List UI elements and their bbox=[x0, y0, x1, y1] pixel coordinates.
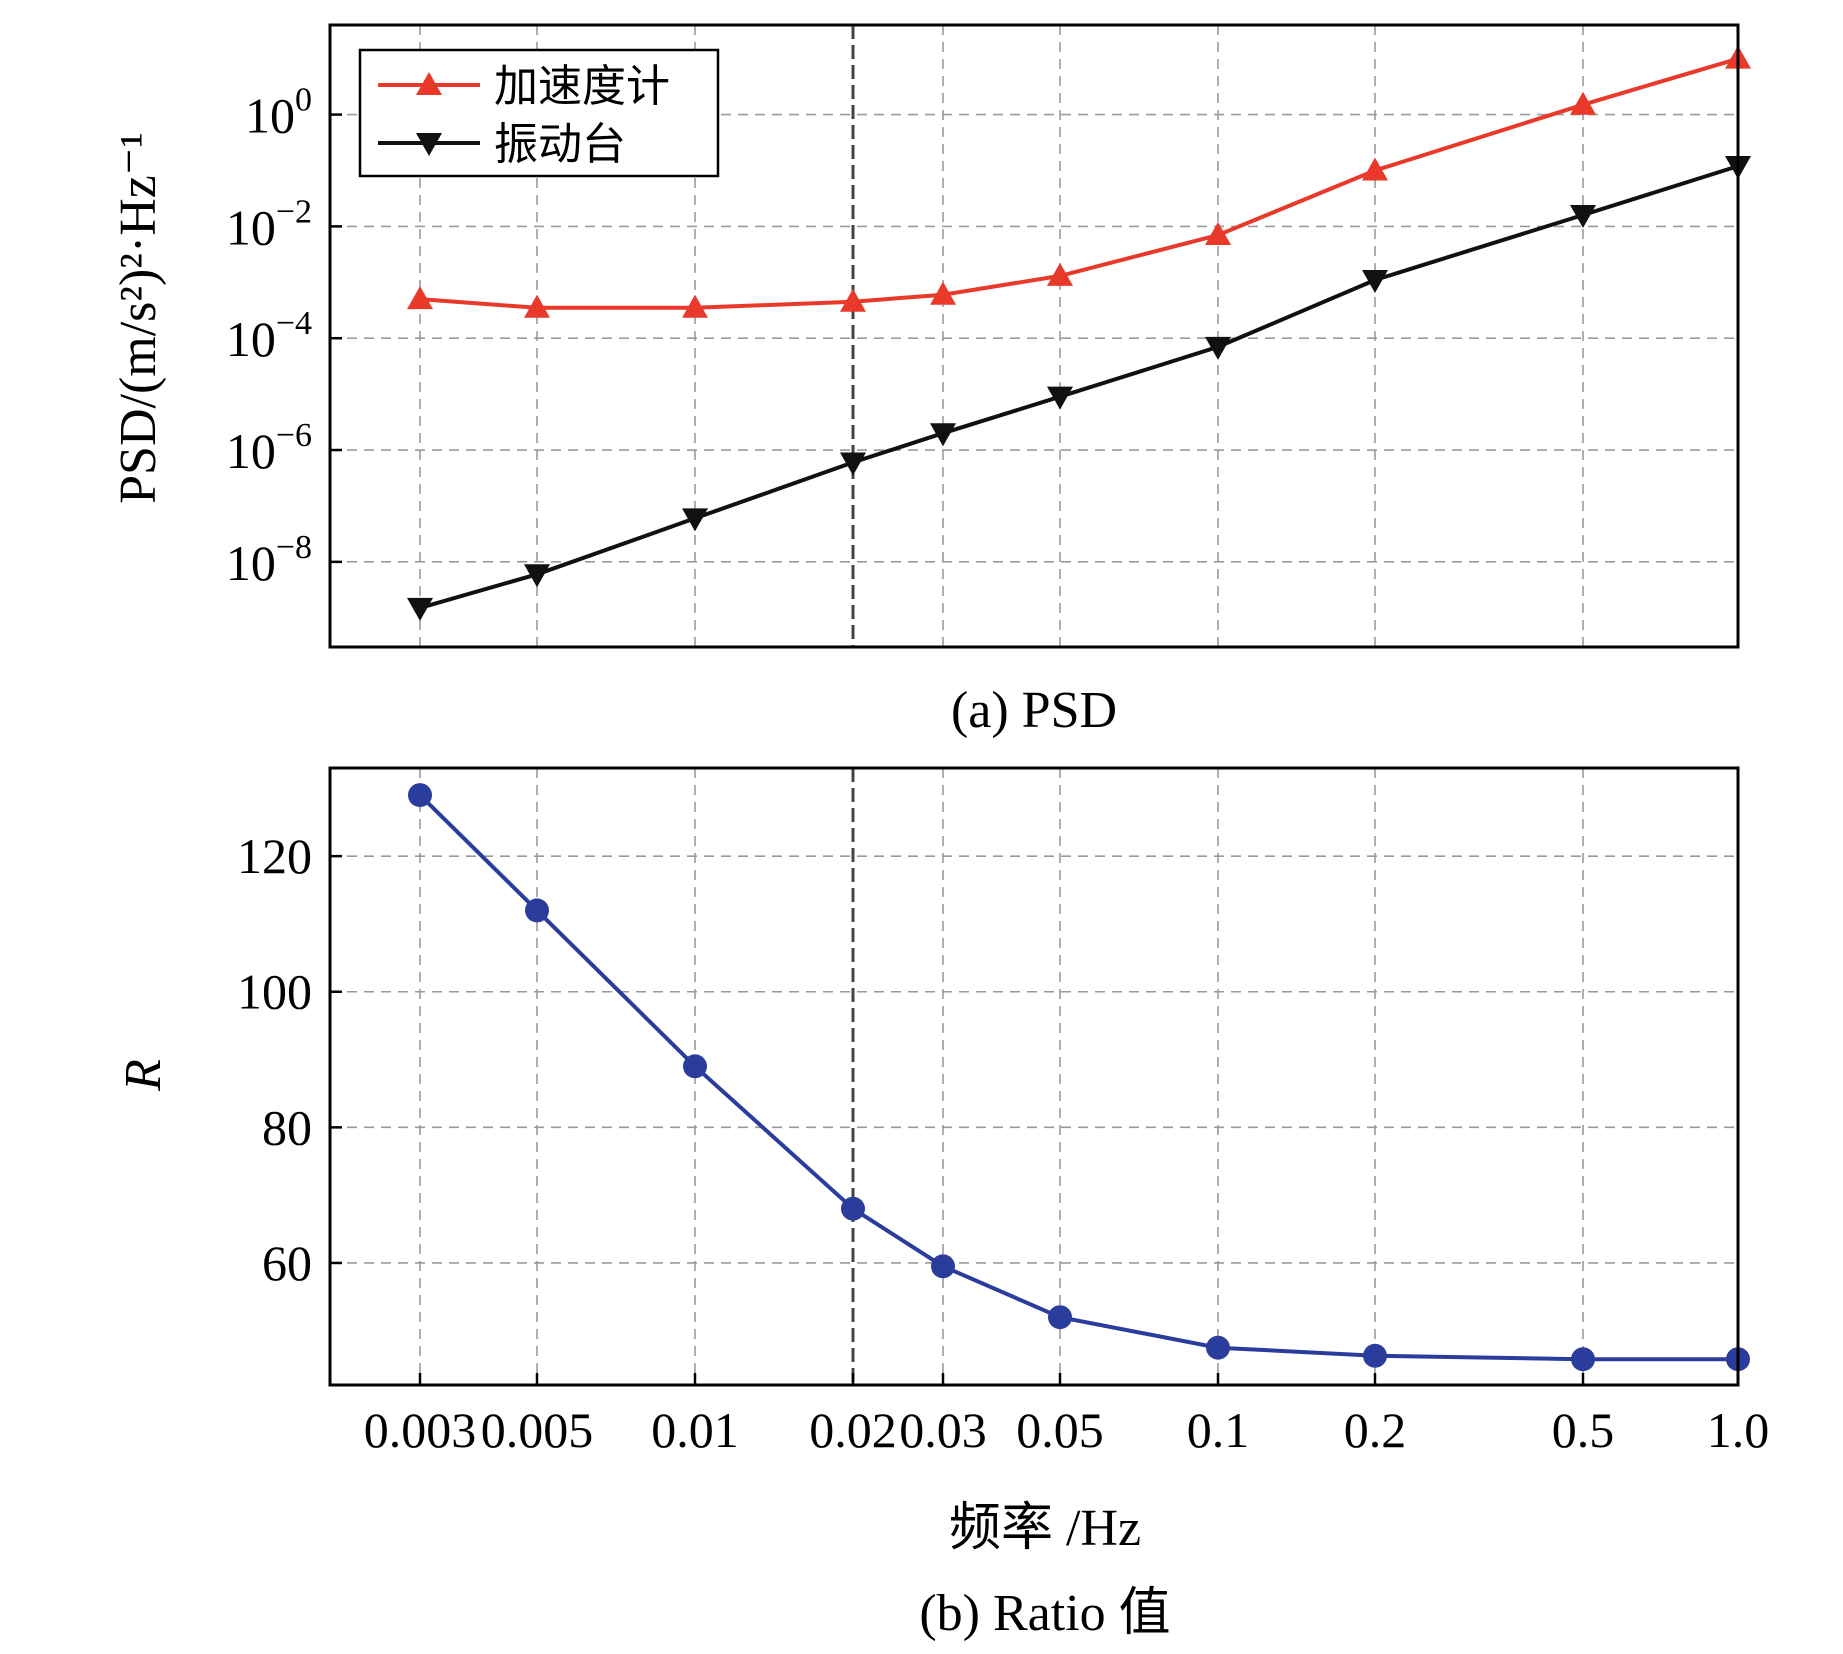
legend-label-accelerometer: 加速度计 bbox=[494, 61, 670, 112]
psd-point-accelerometer bbox=[930, 281, 956, 305]
x-tick-labels: 0.003 0.005 0.01 0.02 0.03 0.05 0.1 0.2 0.5 1.0 bbox=[364, 1373, 1770, 1458]
x-tick-label: 0.05 bbox=[1016, 1402, 1104, 1458]
ratio-y-axis-label: R bbox=[115, 1059, 172, 1092]
psd-point-accelerometer bbox=[1570, 91, 1596, 115]
ratio-point bbox=[408, 783, 432, 808]
psd-point-shaker bbox=[682, 508, 708, 532]
psd-y-axis-label: PSD/(m/s²)²·Hz⁻¹ bbox=[110, 132, 167, 504]
x-tick-label: 0.03 bbox=[899, 1402, 987, 1458]
x-tick-label: 0.5 bbox=[1552, 1402, 1615, 1458]
psd-series-line-accelerometer bbox=[419, 56, 1739, 310]
ratio-point bbox=[1571, 1347, 1595, 1372]
psd-point-shaker bbox=[524, 564, 550, 588]
psd-y-tick-label: 100 bbox=[245, 82, 312, 144]
ratio-y-ticks: 120 100 80 60 bbox=[237, 828, 342, 1291]
ratio-point bbox=[525, 898, 549, 923]
legend-marker-accelerometer bbox=[416, 72, 442, 95]
psd-caption: (a) PSD bbox=[951, 682, 1117, 739]
psd-panel: 100 10−2 10−4 10−6 10−8 PSD/(m/s²)²·Hz⁻¹ 加速度… bbox=[110, 23, 1751, 739]
ratio-y-tick-label: 80 bbox=[262, 1099, 312, 1155]
ratio-caption: (b) Ratio 值 bbox=[919, 1585, 1170, 1642]
x-tick-label: 0.01 bbox=[651, 1402, 739, 1458]
psd-point-shaker bbox=[1570, 204, 1596, 228]
psd-y-tick-label: 10−2 bbox=[226, 193, 312, 255]
ratio-point bbox=[931, 1254, 955, 1279]
ratio-series bbox=[408, 783, 1750, 1372]
x-axis-label: 频率 /Hz bbox=[949, 1500, 1141, 1557]
legend-marker-shaker bbox=[416, 133, 442, 156]
psd-point-accelerometer bbox=[1205, 222, 1231, 246]
ratio-y-tick-label: 100 bbox=[237, 964, 312, 1020]
ratio-y-tick-label: 60 bbox=[262, 1235, 312, 1291]
ratio-point bbox=[1048, 1305, 1072, 1330]
psd-point-accelerometer bbox=[524, 294, 550, 318]
psd-point-accelerometer bbox=[407, 286, 433, 310]
psd-plot-frame bbox=[328, 23, 1740, 649]
psd-series bbox=[407, 45, 1751, 621]
psd-point-accelerometer bbox=[1362, 157, 1388, 181]
psd-y-ticks: 100 10−2 10−4 10−6 10−8 bbox=[226, 82, 342, 591]
x-tick-label: 0.02 bbox=[809, 1402, 897, 1458]
ratio-plot-frame bbox=[328, 766, 1740, 1387]
psd-point-shaker bbox=[1047, 386, 1073, 410]
psd-point-shaker bbox=[1362, 269, 1388, 293]
ratio-grid bbox=[330, 768, 1739, 1385]
ratio-point bbox=[841, 1196, 865, 1221]
ratio-y-tick-label: 120 bbox=[237, 828, 312, 884]
psd-legend: 加速度计 振动台 bbox=[358, 48, 720, 178]
x-tick-label: 1.0 bbox=[1707, 1402, 1770, 1458]
psd-grid bbox=[330, 25, 1739, 647]
x-tick-label: 0.003 bbox=[364, 1402, 477, 1458]
psd-point-shaker bbox=[1205, 336, 1231, 360]
psd-point-accelerometer bbox=[1047, 262, 1073, 286]
psd-y-tick-label: 10−4 bbox=[226, 305, 312, 367]
psd-series-line-shaker bbox=[419, 164, 1739, 610]
psd-point-accelerometer bbox=[682, 294, 708, 318]
x-tick-label: 0.2 bbox=[1344, 1402, 1407, 1458]
psd-y-tick-label: 10−6 bbox=[226, 417, 312, 479]
psd-y-tick-label: 10−8 bbox=[226, 529, 312, 591]
psd-point-accelerometer bbox=[840, 288, 866, 312]
ratio-series-line bbox=[418, 793, 1738, 1362]
psd-point-shaker bbox=[930, 423, 956, 447]
legend-label-shaker: 振动台 bbox=[494, 119, 626, 170]
ratio-point bbox=[1363, 1343, 1387, 1368]
x-tick-label: 0.1 bbox=[1187, 1402, 1250, 1458]
ratio-point bbox=[683, 1054, 707, 1079]
psd-point-shaker bbox=[407, 597, 433, 621]
ratio-point bbox=[1206, 1335, 1230, 1360]
psd-point-shaker bbox=[840, 452, 866, 476]
legend-box bbox=[358, 48, 720, 178]
x-tick-label: 0.005 bbox=[481, 1402, 594, 1458]
